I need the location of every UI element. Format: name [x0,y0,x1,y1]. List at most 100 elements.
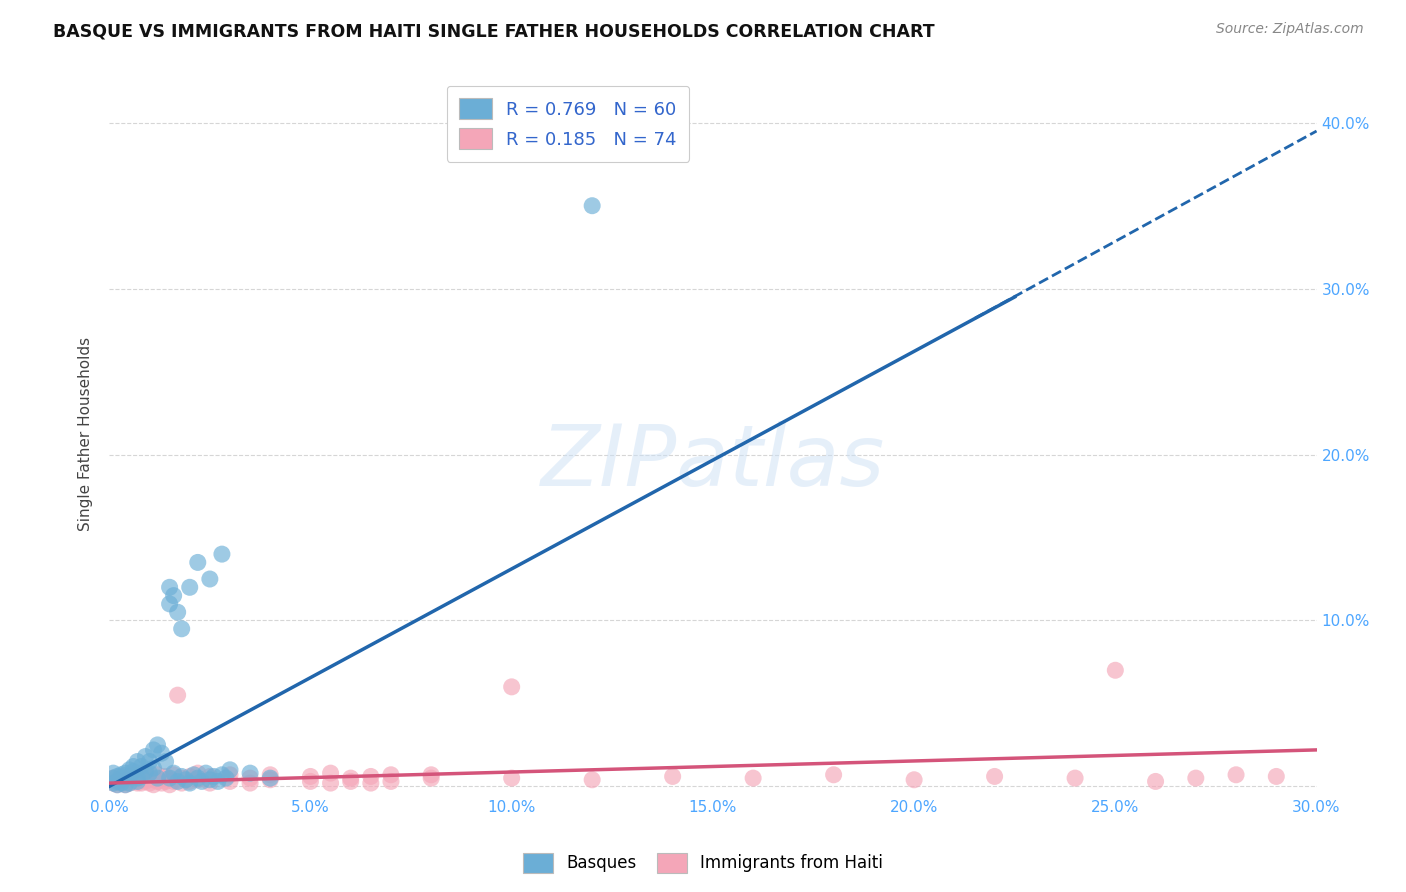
Point [420,771,443,785]
Point [138,776,160,790]
Point [259,772,281,787]
Point [142,761,165,775]
Point [823,768,845,782]
Point [501,680,523,694]
Point [162,768,184,782]
Point [501,771,523,785]
Point [162,766,184,780]
Point [134,764,156,779]
Point [103,766,125,780]
Point [1064,771,1087,785]
Point [339,771,361,785]
Point [155,774,177,789]
Point [127,776,149,790]
Point [215,771,238,785]
Point [110,772,132,787]
Point [202,769,225,783]
Point [159,580,181,594]
Point [183,768,205,782]
Point [146,738,169,752]
Point [983,769,1005,783]
Point [319,776,342,790]
Point [105,774,128,789]
Point [122,774,145,789]
Point [187,771,209,785]
Point [179,769,201,783]
Point [103,776,125,790]
Legend: Basques, Immigrants from Haiti: Basques, Immigrants from Haiti [516,847,890,880]
Point [170,769,193,783]
Point [159,778,181,792]
Point [742,771,765,785]
Point [127,755,149,769]
Point [166,774,188,789]
Point [420,768,443,782]
Text: Source: ZipAtlas.com: Source: ZipAtlas.com [1216,22,1364,37]
Point [138,766,160,780]
Point [105,778,128,792]
Point [380,768,402,782]
Point [207,774,229,789]
Point [187,556,209,570]
Point [138,769,160,783]
Point [159,772,181,787]
Point [150,746,173,760]
Point [239,766,262,780]
Point [299,769,322,783]
Point [191,774,214,789]
Point [162,774,184,789]
Point [146,771,169,785]
Point [138,755,160,769]
Point [155,755,177,769]
Point [114,772,136,787]
Point [105,769,128,783]
Point [122,759,145,773]
Point [150,776,173,790]
Point [142,778,165,792]
Point [146,768,169,782]
Point [179,774,201,789]
Point [661,769,683,783]
Point [131,769,153,783]
Point [118,771,141,785]
Point [134,749,156,764]
Point [105,772,128,787]
Point [1265,769,1288,783]
Point [146,774,169,789]
Point [131,759,153,773]
Point [105,778,128,792]
Point [166,605,188,619]
Point [211,547,233,561]
Point [198,572,221,586]
Point [162,589,184,603]
Point [903,772,925,787]
Point [118,776,141,790]
Point [170,622,193,636]
Point [131,776,153,790]
Point [118,769,141,783]
Point [581,772,603,787]
Point [114,778,136,792]
Point [122,764,145,779]
Point [118,763,141,777]
Point [110,769,132,783]
Point [166,688,188,702]
Point [134,766,156,780]
Point [150,771,173,785]
Point [239,771,262,785]
Point [219,774,242,789]
Point [170,771,193,785]
Point [179,580,201,594]
Y-axis label: Single Father Households: Single Father Households [79,337,93,531]
Point [319,766,342,780]
Point [198,776,221,790]
Point [159,771,181,785]
Point [194,766,217,780]
Point [339,774,361,789]
Point [219,768,242,782]
Point [134,774,156,789]
Point [1144,774,1167,789]
Point [155,769,177,783]
Point [114,771,136,785]
Point [110,776,132,790]
